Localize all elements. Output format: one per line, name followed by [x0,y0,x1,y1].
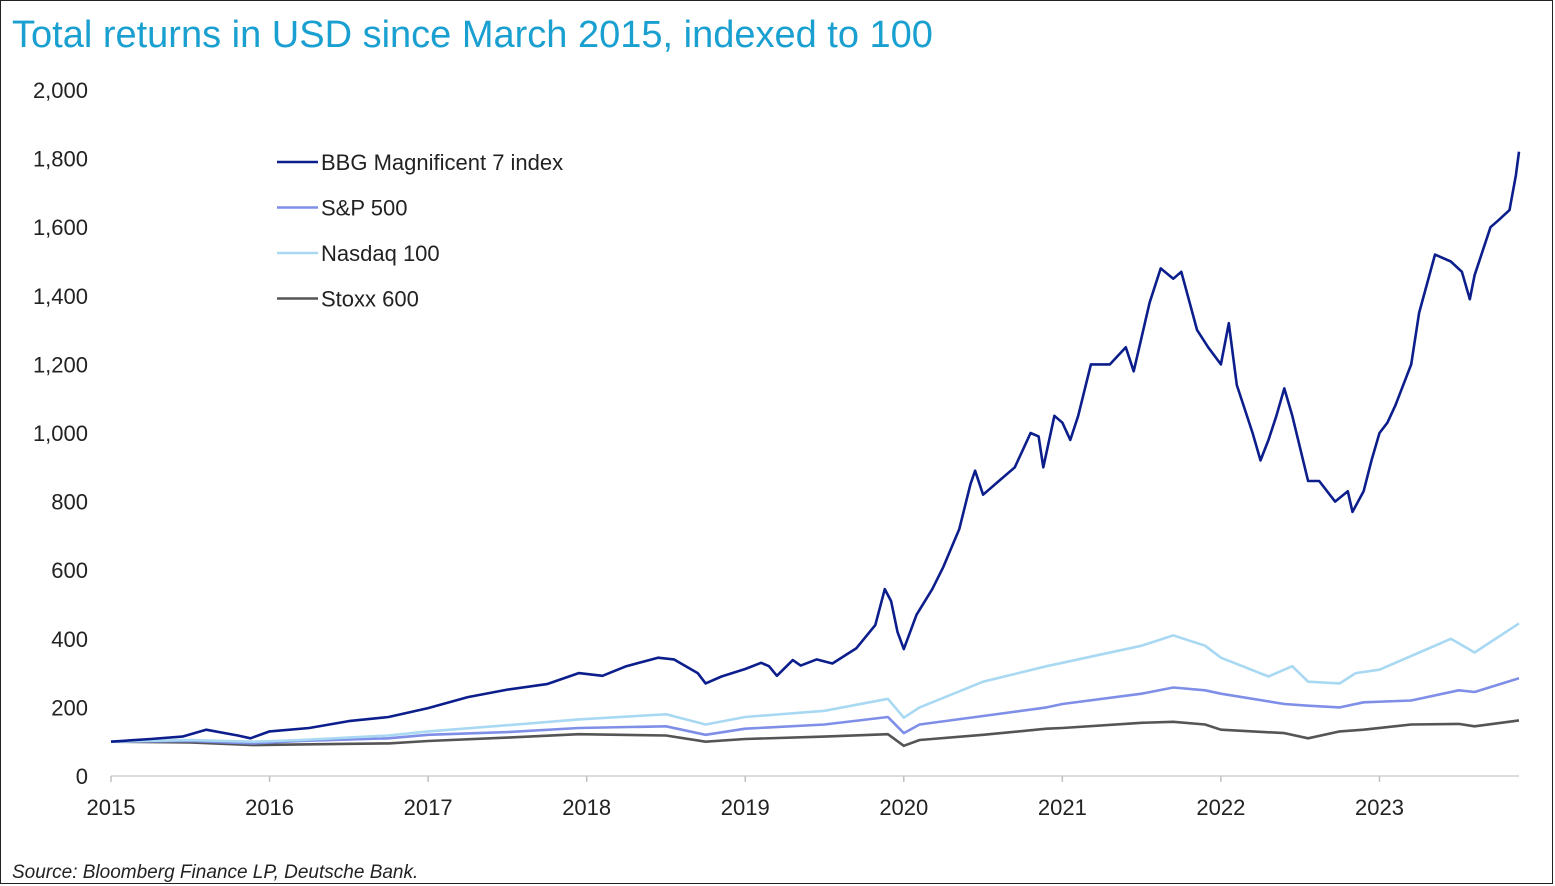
x-tick-label: 2021 [1038,795,1087,820]
legend: BBG Magnificent 7 index S&P 500 Nasdaq 100… [277,150,563,312]
series-line-s-p-500 [110,676,1520,745]
x-tick-label: 2016 [245,795,294,820]
series-line-nasdaq-100 [110,622,1520,743]
y-tick-label: 800 [51,490,88,515]
source-note: Source: Bloomberg Finance LP, Deutsche B… [12,862,419,883]
y-tick-label: 400 [51,627,88,652]
chart-title: Total returns in USD since March 2015, i… [12,14,933,56]
y-tick-label: 1,800 [33,147,88,172]
series-lines [110,151,1521,748]
x-tick-label: 2023 [1355,795,1404,820]
x-tick-label: 2015 [87,795,136,820]
y-tick-label: 1,600 [33,215,88,240]
series-line-bbg-magnificent-7-index [110,151,1521,743]
y-axis: 0 200 400 600 800 1,000 1,200 1,400 1,600 1,800 2,… [33,78,88,789]
legend-label: S&P 500 [321,196,407,221]
legend-label: Stoxx 600 [321,287,419,312]
series-line-stoxx-600 [110,719,1520,748]
x-tick-label: 2019 [721,795,770,820]
x-axis: 2015 2016 2017 2018 2019 2020 2021 2022 2023 [87,775,1519,820]
y-tick-label: 2,000 [33,78,88,103]
x-tick-label: 2022 [1196,795,1245,820]
y-tick-label: 1,200 [33,352,88,377]
legend-label: BBG Magnificent 7 index [321,150,563,175]
legend-label: Nasdaq 100 [321,241,440,266]
x-tick-label: 2017 [404,795,453,820]
y-tick-label: 1,000 [33,421,88,446]
y-tick-label: 1,400 [33,284,88,309]
y-tick-label: 0 [76,764,88,789]
x-tick-label: 2018 [562,795,611,820]
x-tick-label: 2020 [879,795,928,820]
y-tick-label: 200 [51,695,88,720]
y-tick-label: 600 [51,558,88,583]
